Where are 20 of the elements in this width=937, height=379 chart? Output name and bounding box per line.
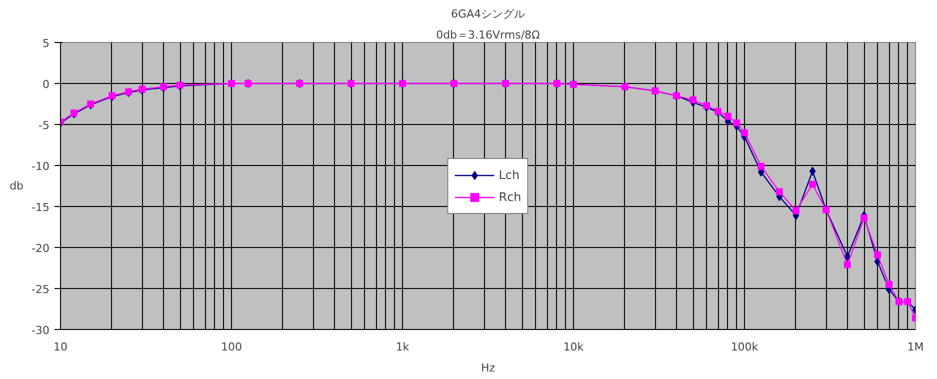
x-tick-label: 100k	[730, 340, 759, 354]
y-tick-label: -25	[32, 283, 50, 296]
x-tick-label: 10k	[563, 340, 584, 354]
y-axis-title: db	[10, 180, 24, 192]
y-tick-label: -15	[32, 201, 50, 214]
x-tick-label: 1M	[907, 340, 924, 354]
x-tick-label: 1k	[396, 340, 410, 354]
y-tick-label: -30	[32, 324, 50, 337]
x-axis-title: Hz	[480, 362, 496, 374]
x-tick-label: 10	[54, 340, 68, 354]
y-tick-label: -20	[32, 242, 50, 255]
x-tick-label: 100	[221, 340, 242, 354]
legend-label: Rch	[498, 190, 522, 204]
y-tick-label: 5	[42, 37, 50, 50]
y-tick-label: -10	[32, 160, 50, 173]
y-tick-label: -5	[38, 119, 50, 132]
legend-label: Lch	[498, 168, 520, 182]
y-tick-label: 0	[42, 78, 50, 91]
chart-subtitle: 0db＝3.16Vrms/8Ω	[436, 28, 540, 42]
chart-title: 6GA4シングル	[450, 8, 526, 20]
